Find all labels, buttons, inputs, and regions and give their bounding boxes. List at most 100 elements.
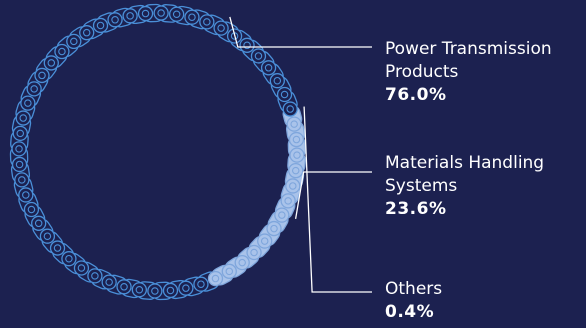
chain-roller-slice-0 — [178, 280, 194, 296]
chain-roller-slice-0 — [282, 101, 298, 117]
chain-roller-slice-1 — [288, 131, 305, 148]
chain-pin-slice-1 — [238, 258, 246, 267]
chain-pin-slice-1 — [225, 267, 234, 276]
chain-pin-slice-0 — [141, 9, 150, 18]
chain-roller-slice-0 — [169, 6, 185, 22]
chain-roller-slice-1 — [207, 270, 224, 287]
chain-roller-slice-0 — [162, 282, 179, 299]
slice-value-label: 23.6% — [385, 199, 447, 219]
chain-pin-slice-1 — [250, 248, 258, 257]
chain-roller-slice-0 — [23, 201, 40, 218]
chain-roller-slice-1 — [274, 207, 290, 223]
chain-roller-slice-0 — [116, 279, 132, 295]
chain-pin-slice-1 — [291, 166, 300, 175]
chain-pin-slice-0 — [47, 59, 56, 67]
slice-name-line: Systems — [385, 176, 458, 196]
chain-pin-slice-0 — [120, 283, 128, 291]
chain-pin-slice-0 — [96, 21, 105, 30]
chain-pin-slice-0 — [65, 254, 73, 263]
chain-pin-slice-1 — [211, 274, 220, 283]
chain-roller-slice-0 — [107, 12, 123, 28]
chain-roller-slice-0 — [15, 110, 31, 126]
chain-pin-slice-0 — [182, 284, 190, 292]
chain-pin-slice-0 — [58, 47, 66, 56]
chain-roller-slice-0 — [250, 48, 267, 64]
chain-pin-slice-0 — [111, 16, 119, 24]
chain-pin-slice-0 — [19, 114, 27, 122]
slice-name-line: Power Transmission — [385, 39, 552, 59]
leader-line-slice-2 — [303, 106, 372, 293]
chain-roller-slice-0 — [260, 60, 277, 76]
chain-pin-slice-0 — [203, 18, 211, 26]
chain-pin-slice-0 — [34, 219, 43, 228]
chain-roller-slice-0 — [122, 8, 138, 24]
chain-pin-slice-0 — [53, 244, 62, 252]
chain-pin-slice-0 — [82, 28, 91, 37]
chain-roller-slice-0 — [131, 282, 147, 298]
chain-roller-slice-1 — [266, 220, 282, 237]
chain-roller-slice-1 — [221, 263, 237, 279]
chain-pin-slice-0 — [280, 90, 289, 99]
chain-pin-slice-0 — [286, 105, 294, 113]
chain-pin-slice-0 — [264, 64, 273, 72]
chain-roller-slice-0 — [193, 276, 209, 292]
chain-pin-slice-0 — [172, 10, 181, 19]
chain-pin-slice-1 — [289, 182, 297, 190]
chain-roller-slice-1 — [257, 233, 273, 249]
chain-roller-slice-1 — [286, 116, 302, 132]
leader-line-slice-1 — [294, 171, 372, 219]
chain-roller-slice-1 — [288, 163, 304, 179]
slice-value-label: 76.0% — [385, 85, 447, 105]
chain-roller-slice-0 — [147, 283, 163, 299]
chain-pin-slice-0 — [157, 9, 165, 17]
chain-pin-slice-1 — [293, 151, 301, 159]
chain-pin-slice-0 — [243, 41, 251, 50]
chain-roller-slice-0 — [137, 5, 154, 22]
chain-roller-slice-0 — [184, 9, 200, 25]
chain-roller-slice-0 — [269, 73, 285, 89]
chain-pin-slice-0 — [30, 85, 38, 93]
chain-pin-slice-0 — [126, 12, 134, 20]
chain-pin-slice-0 — [273, 76, 282, 85]
chain-roller-slice-0 — [26, 81, 42, 97]
chain-pin-slice-0 — [15, 145, 23, 153]
chain-roller-slice-0 — [66, 33, 82, 50]
slice-label-materials-handling: Materials Handling Systems 23.6% — [385, 152, 544, 221]
chain-roller-slice-0 — [239, 37, 255, 53]
chain-pin-slice-0 — [27, 205, 36, 214]
chain-pin-slice-0 — [77, 264, 86, 272]
leader-lines — [229, 16, 372, 293]
slice-name-line: Others — [385, 279, 443, 299]
chain-roller-slice-0 — [153, 5, 169, 21]
chain-roller-slice-0 — [92, 17, 109, 34]
chain-roller-slice-1 — [234, 254, 250, 271]
chain-roller-slice-0 — [73, 260, 90, 276]
slice-label-power-transmission: Power Transmission Products 76.0% — [385, 38, 552, 107]
chain-roller-slice-0 — [39, 228, 56, 244]
chain-pin-slice-0 — [91, 272, 99, 280]
slice-label-others: Others 0.4% — [385, 278, 442, 324]
chain-roller-slice-0 — [31, 215, 47, 231]
chain-pin-slice-0 — [105, 278, 113, 286]
chain-pin-slice-1 — [284, 197, 292, 205]
chain-pin-slice-1 — [270, 224, 278, 233]
chain-roller-slice-1 — [280, 193, 296, 209]
chain-pin-slice-0 — [22, 191, 30, 199]
chain-pin-slice-0 — [15, 160, 24, 169]
chain-pin-slice-0 — [217, 24, 225, 32]
chain-roller-slice-0 — [12, 125, 28, 141]
chain-pin-slice-0 — [24, 99, 32, 107]
chain-roller-slice-0 — [34, 67, 50, 84]
chain-roller-slice-0 — [213, 20, 229, 36]
chain-pin-slice-0 — [197, 280, 205, 288]
chain-roller-slice-1 — [285, 178, 301, 194]
leader-line-slice-0 — [229, 16, 372, 48]
chain-roller-slice-1 — [246, 244, 262, 261]
chain-pin-slice-0 — [166, 286, 175, 295]
chain-roller-slice-0 — [101, 274, 117, 290]
chain-roller-slice-0 — [20, 95, 36, 111]
chain-pin-slice-0 — [254, 52, 263, 60]
chain-roller-slice-0 — [276, 86, 293, 103]
chain-pin-slice-1 — [260, 237, 269, 245]
